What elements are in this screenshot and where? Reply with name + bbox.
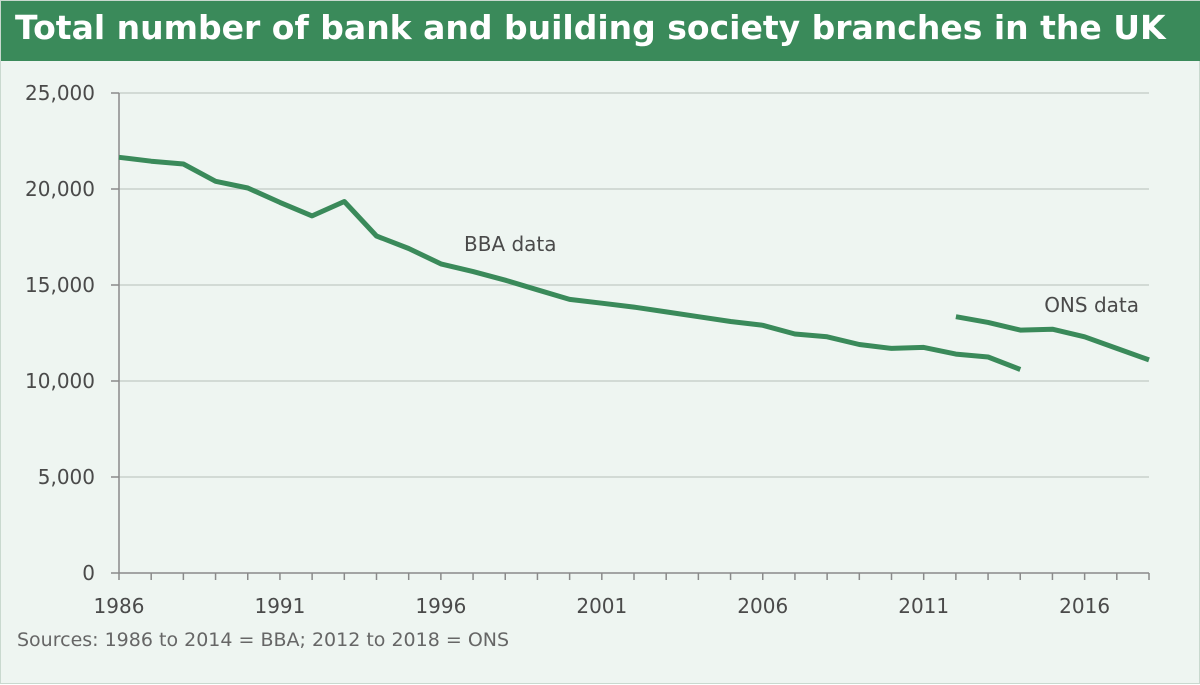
y-tick-label: 15,000 — [25, 273, 95, 297]
x-tick-label: 2016 — [1059, 594, 1110, 618]
x-tick-label: 2001 — [576, 594, 627, 618]
title-bar: Total number of bank and building societ… — [1, 1, 1200, 61]
y-tick-label: 25,000 — [25, 81, 95, 105]
chart-title: Total number of bank and building societ… — [15, 8, 1166, 47]
source-note: Sources: 1986 to 2014 = BBA; 2012 to 201… — [17, 629, 510, 651]
y-tick-label: 0 — [82, 561, 95, 585]
x-tick-label: 2006 — [737, 594, 788, 618]
series-label-ons: ONS data — [1044, 293, 1139, 317]
x-tick-label: 1996 — [415, 594, 466, 618]
x-tick-label: 1986 — [94, 594, 145, 618]
y-tick-label: 10,000 — [25, 369, 95, 393]
y-tick-label: 20,000 — [25, 177, 95, 201]
series-line-ons — [955, 314, 1150, 363]
y-tick-label: 5,000 — [38, 465, 95, 489]
x-tick-label: 1991 — [254, 594, 305, 618]
series-label-bba: BBA data — [464, 232, 557, 256]
series-line-bba — [118, 154, 1022, 372]
x-tick-label: 2011 — [898, 594, 949, 618]
